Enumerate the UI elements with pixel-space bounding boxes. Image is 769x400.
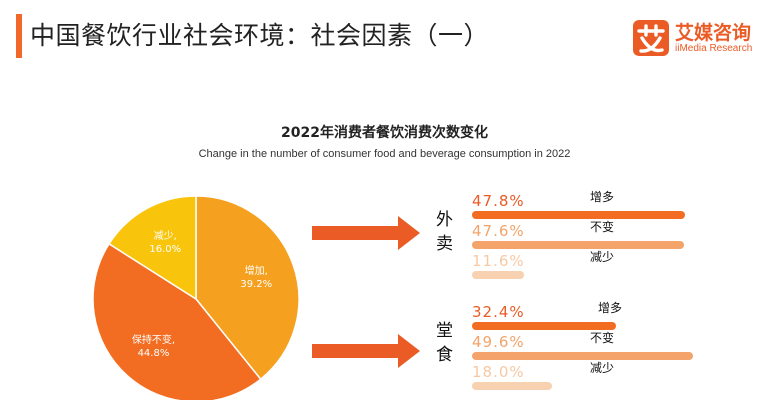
pie-label-unchanged: 保持不变, 44.8% bbox=[132, 334, 175, 360]
chart-title: 2022年消费者餐饮消费次数变化 bbox=[281, 125, 488, 141]
bar-value-label: 32.4% bbox=[472, 303, 525, 321]
brand-logo: 艾媒咨询 iiMedia Research bbox=[633, 20, 763, 60]
bar-value-label: 49.6% bbox=[472, 333, 525, 351]
pie-label-name: 保持不变, bbox=[131, 334, 176, 346]
bar-category-label: 增多 bbox=[590, 190, 615, 204]
bar-category-label: 增多 bbox=[598, 301, 623, 315]
title-accent-bar bbox=[16, 14, 22, 58]
group-label-takeout: 外卖 bbox=[436, 210, 453, 254]
bar-decrease bbox=[472, 271, 524, 279]
bar-category-label: 不变 bbox=[590, 331, 615, 345]
bar-unchanged bbox=[472, 241, 684, 249]
arrow-right-icon bbox=[312, 334, 420, 368]
pie-slice-decrease bbox=[107, 195, 197, 301]
pie-label-value: 16.0% bbox=[149, 244, 182, 256]
pie-label-value: 44.8% bbox=[137, 347, 170, 359]
arrow-right-icon bbox=[312, 216, 420, 250]
bar-category-label: 不变 bbox=[590, 220, 615, 234]
bar-value-label: 47.6% bbox=[472, 222, 525, 240]
bar-unchanged bbox=[472, 352, 693, 360]
pie-label-increase: 增加, 39.2% bbox=[240, 265, 272, 291]
bar-decrease bbox=[472, 382, 553, 390]
bar-value-label: 18.0% bbox=[472, 363, 525, 381]
bar-value-label: 11.6% bbox=[472, 252, 525, 270]
logo-mark-icon bbox=[633, 20, 669, 56]
pie-label-value: 39.2% bbox=[240, 278, 273, 290]
chart-subtitle: Change in the number of consumer food an… bbox=[198, 148, 571, 160]
pie-label-decrease: 减少, 16.0% bbox=[149, 230, 181, 256]
logo-text-en: iiMedia Research bbox=[675, 43, 753, 54]
bar-increase bbox=[472, 211, 685, 219]
pie-label-name: 增加, bbox=[244, 265, 268, 277]
pie-slice-increase bbox=[195, 195, 300, 381]
page-title: 中国餐饮行业社会环境：社会因素（一） bbox=[30, 21, 490, 50]
pie-slice-unchanged bbox=[92, 242, 262, 400]
bar-category-label: 减少 bbox=[590, 250, 615, 264]
pie-label-name: 减少, bbox=[153, 231, 177, 243]
group-label-dine-in: 堂食 bbox=[436, 321, 453, 365]
bar-value-label: 47.8% bbox=[472, 192, 525, 210]
logo-text-cn: 艾媒咨询 bbox=[675, 22, 752, 44]
bar-increase bbox=[472, 322, 617, 330]
bar-category-label: 减少 bbox=[590, 361, 615, 375]
